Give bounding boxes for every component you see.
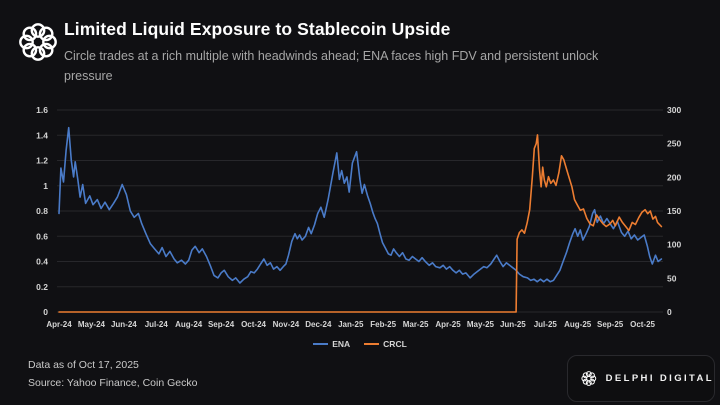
- brand-name: DELPHI DIGITAL: [605, 373, 714, 384]
- right-axis-tick-label: 100: [667, 240, 681, 250]
- x-axis-tick-label: Sep-24: [208, 320, 235, 329]
- x-axis-tick-label: Oct-25: [630, 320, 655, 329]
- x-axis-tick-label: Apr-24: [46, 320, 72, 329]
- right-axis-tick-label: 200: [667, 172, 681, 182]
- left-axis-tick-label: 1.6: [36, 105, 48, 115]
- legend-label-crcl: CRCL: [383, 339, 407, 349]
- ena-price-line: [58, 126, 663, 284]
- left-axis-tick-label: 0.2: [36, 282, 48, 292]
- data-as-of-note: Data as of Oct 17, 2025: [28, 359, 139, 371]
- x-axis-tick-label: Aug-25: [564, 320, 592, 329]
- x-axis-tick-label: Jul-24: [145, 320, 169, 329]
- chart-legend: ENA CRCL: [0, 339, 720, 349]
- left-axis-tick-label: 0.6: [36, 231, 48, 241]
- delphi-chain-logo-icon-small: [581, 371, 597, 386]
- x-axis-tick-label: Nov-24: [273, 320, 300, 329]
- page-title: Limited Liquid Exposure to Stablecoin Up…: [64, 19, 451, 39]
- right-axis-tick-label: 300: [667, 105, 681, 115]
- x-axis-tick-label: Jun-25: [500, 320, 526, 329]
- x-axis-tick-label: Jun-24: [111, 320, 137, 329]
- x-axis-tick-label: Feb-25: [370, 320, 396, 329]
- x-axis-tick-label: May-25: [467, 320, 495, 329]
- left-axis-tick-label: 0.8: [36, 206, 48, 216]
- left-axis-tick-label: 1.4: [36, 130, 48, 140]
- ena-line-swatch: [313, 343, 329, 345]
- x-axis-tick-label: Jul-25: [534, 320, 558, 329]
- x-axis-tick-label: Jan-25: [338, 320, 364, 329]
- crcl-price-line: [58, 134, 663, 313]
- x-axis-tick-label: Aug-24: [175, 320, 203, 329]
- x-axis-tick-label: Apr-25: [435, 320, 461, 329]
- left-axis-tick-label: 1.2: [36, 156, 48, 166]
- right-axis-tick-label: 150: [667, 206, 681, 216]
- left-axis-tick-label: 0.4: [36, 257, 48, 267]
- legend-item-crcl: CRCL: [364, 339, 407, 349]
- source-note: Source: Yahoo Finance, Coin Gecko: [28, 376, 198, 389]
- footer-notes: Data as of Oct 17, 2025 Source: Yahoo Fi…: [28, 357, 197, 393]
- left-axis-tick-label: 0: [43, 307, 48, 317]
- page-subtitle: Circle trades at a rich multiple with he…: [64, 49, 599, 84]
- x-axis-tick-label: Oct-24: [241, 320, 266, 329]
- x-axis-tick-label: Mar-25: [403, 320, 429, 329]
- x-axis-tick-label: Dec-24: [305, 320, 332, 329]
- legend-item-ena: ENA: [313, 339, 350, 349]
- x-axis-tick-label: Sep-25: [597, 320, 624, 329]
- right-axis-tick-label: 250: [667, 139, 681, 149]
- ena-crcl-line-chart: 0 0.2 0.4 0.6 0.8 1 1.2 1.4 1.6 0 50 100 150 200 250 30…: [36, 105, 681, 329]
- x-axis-tick-label: May-24: [78, 320, 106, 329]
- right-axis-tick-label: 0: [667, 307, 672, 317]
- left-axis-tick-label: 1: [43, 181, 48, 191]
- delphi-chain-logo-icon: [19, 23, 57, 61]
- delphi-digital-brand-badge: DELPHI DIGITAL: [567, 355, 715, 402]
- crcl-line-swatch: [364, 343, 380, 345]
- right-axis-tick-label: 50: [667, 273, 677, 283]
- legend-label-ena: ENA: [332, 339, 351, 349]
